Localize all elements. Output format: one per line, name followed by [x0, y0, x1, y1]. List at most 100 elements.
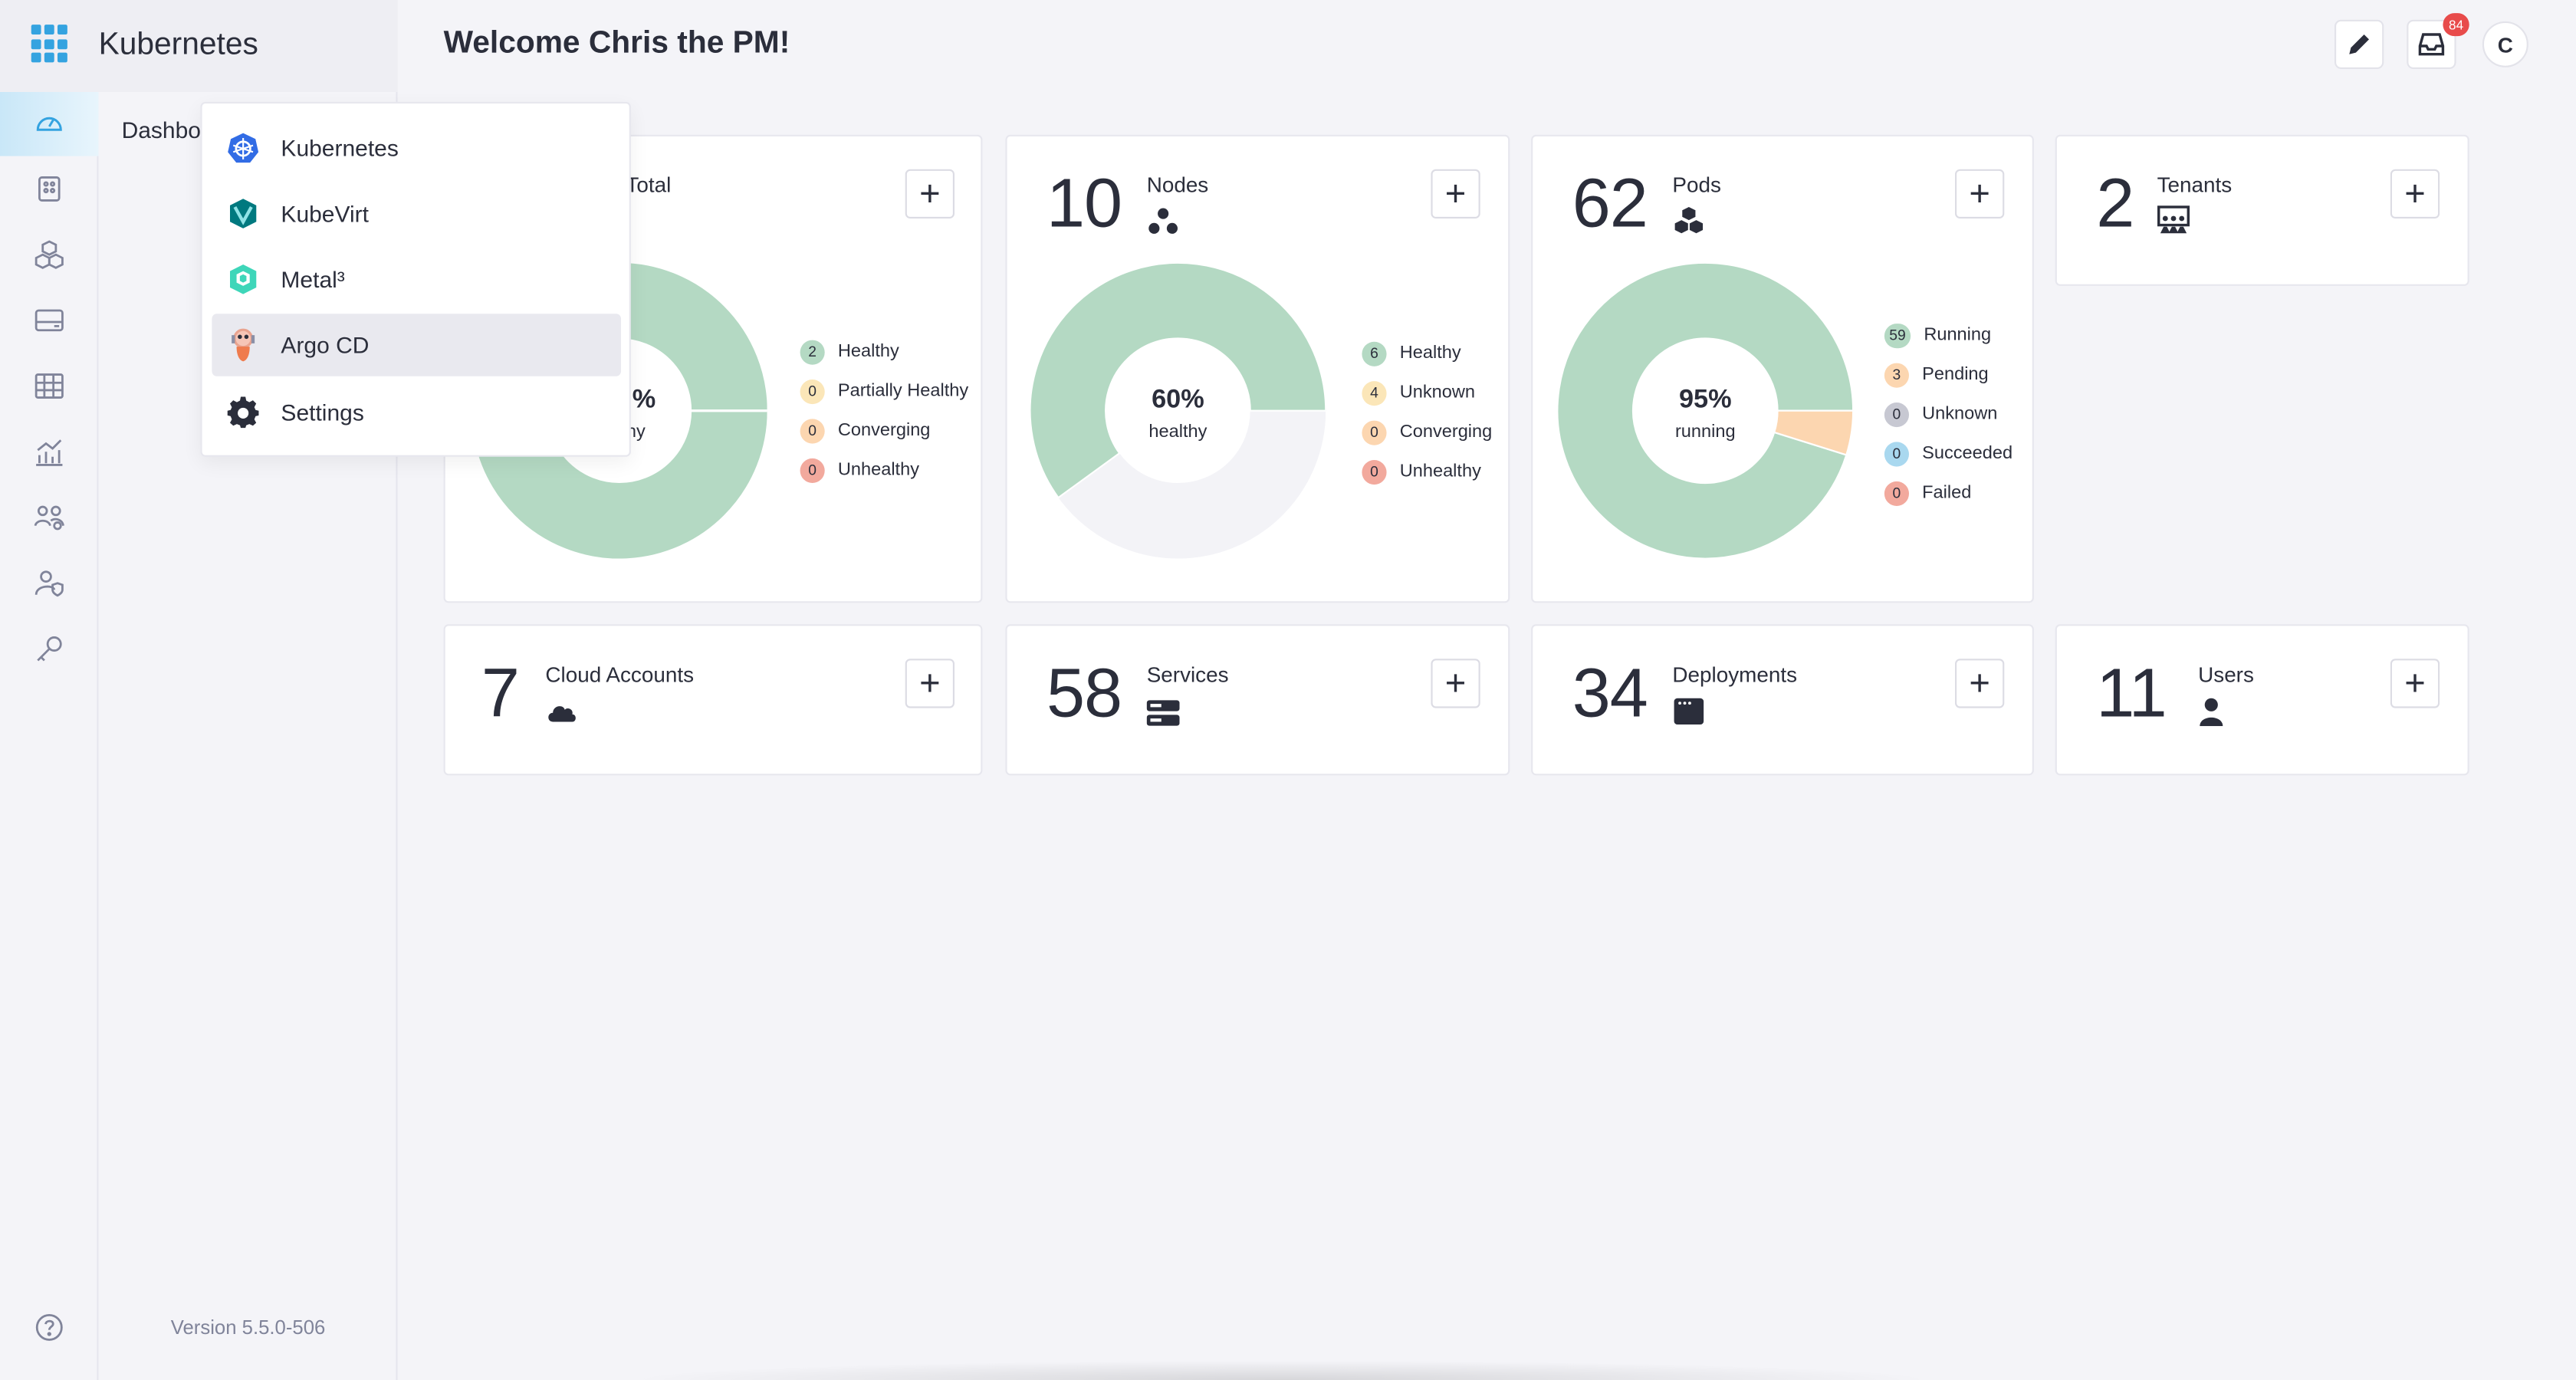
- legend-row: 0 Unhealthy: [800, 450, 969, 489]
- nodes-icon: [1148, 208, 1178, 234]
- metal3-icon: [225, 261, 261, 297]
- pods-donut-sub: running: [1674, 422, 1736, 442]
- legend-row: 0 Unknown: [1884, 394, 2013, 433]
- pods-donut: [1557, 262, 1854, 559]
- nodes-card: 10 Nodes + 60% healthy 6 Healthy 4 Unknown 0…: [1005, 134, 1510, 603]
- edit-button[interactable]: [2334, 19, 2384, 69]
- legend-label: Succeeded: [1922, 443, 2013, 464]
- cloud-accounts-count: 7: [481, 653, 520, 731]
- version-label: Version 5.5.0-506: [170, 1316, 326, 1339]
- tenants-title: Tenants: [2157, 172, 2233, 198]
- nav-item-dashboard[interactable]: Dashbo: [121, 117, 201, 143]
- storage-nav-icon[interactable]: [0, 288, 99, 353]
- nodes-donut-sub: healthy: [1148, 422, 1208, 442]
- workloads-nav-icon[interactable]: [0, 222, 99, 288]
- app-grid-icon[interactable]: [31, 25, 71, 64]
- legend-label: Healthy: [837, 341, 899, 362]
- menu-item-kubevirt[interactable]: KubeVirt: [212, 182, 621, 245]
- kubernetes-icon: [225, 130, 261, 166]
- legend-label: Partially Healthy: [837, 381, 969, 401]
- notification-badge: 84: [2443, 13, 2469, 37]
- pods-add-button[interactable]: +: [1955, 169, 2005, 219]
- menu-item-label: Settings: [281, 399, 364, 426]
- services-count: 58: [1046, 653, 1122, 731]
- legend-label: Unhealthy: [837, 460, 920, 480]
- deployments-title: Deployments: [1672, 662, 1798, 687]
- cloud-accounts-card: 7 Cloud Accounts +: [443, 624, 983, 776]
- help-icon[interactable]: [0, 1295, 99, 1361]
- page-title: Welcome Chris the PM!: [443, 26, 790, 61]
- legend-row: 0 Failed: [1884, 473, 2013, 512]
- pencil-icon: [2349, 34, 2369, 54]
- deployments-icon: [1674, 698, 1704, 724]
- deployments-count: 34: [1572, 653, 1648, 731]
- cloud-accounts-add-button[interactable]: +: [905, 659, 955, 708]
- menu-item-settings[interactable]: Settings: [212, 381, 621, 443]
- legend-count: 0: [800, 378, 825, 404]
- gear-icon: [225, 394, 261, 430]
- legend-count: 0: [800, 418, 825, 443]
- legend-row: 0 Succeeded: [1884, 434, 2013, 473]
- users-add-button[interactable]: +: [2390, 659, 2440, 708]
- user-security-nav-icon[interactable]: [0, 550, 99, 616]
- nodes-donut: [1030, 262, 1326, 559]
- services-title: Services: [1146, 662, 1229, 687]
- users-title: Users: [2198, 662, 2254, 687]
- legend-label: Healthy: [1399, 343, 1461, 363]
- nodes-add-button[interactable]: +: [1431, 169, 1480, 219]
- legend-row: 0 Partially Healthy: [800, 371, 969, 410]
- menu-item-argocd[interactable]: Argo CD: [212, 314, 621, 376]
- legend-label: Unhealthy: [1399, 462, 1481, 481]
- avatar[interactable]: C: [2482, 21, 2528, 67]
- legend-row: 0 Converging: [1362, 412, 1492, 452]
- donut-slice: [1557, 262, 1854, 559]
- legend-count: 3: [1884, 362, 1909, 387]
- users-count: 11: [2096, 653, 2167, 731]
- legend-label: Unknown: [1399, 383, 1475, 402]
- legend-label: Running: [1924, 325, 1992, 345]
- cloud-icon: [548, 706, 576, 722]
- pods-title: Pods: [1672, 172, 1721, 198]
- legend-count: 0: [1884, 480, 1909, 505]
- menu-item-label: Metal³: [281, 266, 345, 293]
- donut-slice: [1773, 409, 1854, 456]
- table-nav-icon[interactable]: [0, 353, 99, 419]
- deployments-add-button[interactable]: +: [1955, 659, 2005, 708]
- menu-item-kubernetes[interactable]: Kubernetes: [212, 117, 621, 179]
- tenants-icon: [2157, 205, 2190, 234]
- pods-icon: [1674, 207, 1704, 234]
- menu-item-label: Argo CD: [281, 331, 370, 359]
- donut-slice: [1030, 262, 1326, 499]
- clusters-add-button[interactable]: +: [905, 169, 955, 219]
- menu-item-metal3[interactable]: Metal³: [212, 248, 621, 310]
- nodes-title: Nodes: [1146, 172, 1209, 198]
- dashboard-nav-icon[interactable]: [0, 90, 99, 156]
- clusters-legend: 2 Healthy 0 Partially Healthy 0 Converging 0 Un…: [800, 332, 969, 490]
- inbox-icon: [2418, 33, 2445, 56]
- legend-row: 3 Pending: [1884, 355, 2013, 394]
- menu-item-label: Kubernetes: [281, 134, 399, 161]
- nodes-count: 10: [1046, 164, 1122, 242]
- legend-label: Pending: [1922, 364, 1989, 385]
- users-card: 11 Users +: [2055, 624, 2469, 776]
- analytics-nav-icon[interactable]: [0, 419, 99, 485]
- clusters-title: Total: [626, 172, 672, 198]
- nodes-legend: 6 Healthy 4 Unknown 0 Converging 0 Unhealthy: [1362, 334, 1492, 491]
- pods-card: 62 Pods + 95% running 59 Running 3 Pending 0…: [1531, 134, 2034, 603]
- legend-row: 6 Healthy: [1362, 334, 1492, 373]
- clusters-donut-pct: %: [632, 386, 656, 414]
- legend-label: Unknown: [1922, 404, 1998, 424]
- key-nav-icon[interactable]: [0, 616, 99, 682]
- legend-row: 4 Unknown: [1362, 373, 1492, 412]
- app-switcher-menu: Kubernetes KubeVirt Metal³ Argo CD Setti…: [200, 101, 631, 457]
- tenants-add-button[interactable]: +: [2390, 169, 2440, 219]
- legend-count: 0: [800, 457, 825, 482]
- pods-count: 62: [1572, 164, 1648, 242]
- services-add-button[interactable]: +: [1431, 659, 1480, 708]
- apps-nav-icon[interactable]: [0, 156, 99, 222]
- teams-nav-icon[interactable]: [0, 485, 99, 550]
- legend-label: Converging: [1399, 422, 1493, 442]
- menu-item-label: KubeVirt: [281, 200, 369, 227]
- legend-count: 59: [1884, 323, 1911, 348]
- legend-count: 6: [1362, 340, 1387, 366]
